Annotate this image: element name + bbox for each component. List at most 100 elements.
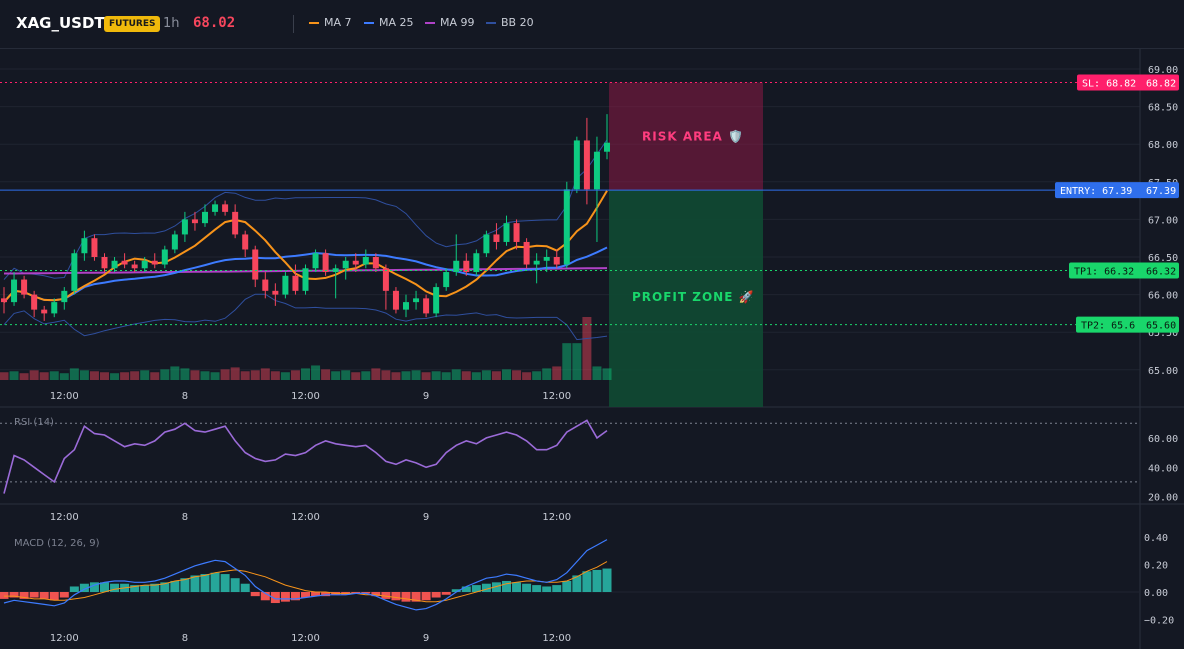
candle-body[interactable]	[533, 260, 540, 265]
macd-histogram-bar	[471, 585, 481, 592]
candle-body[interactable]	[503, 223, 510, 242]
candle-body[interactable]	[282, 275, 289, 295]
candle-body[interactable]	[483, 234, 490, 254]
symbol-label[interactable]: XAG_USDT	[16, 14, 105, 32]
profit-zone[interactable]	[609, 190, 763, 407]
candle-body[interactable]	[413, 298, 420, 303]
candle-body[interactable]	[111, 260, 118, 269]
candle-body[interactable]	[453, 260, 460, 273]
volume-bar	[280, 372, 290, 380]
tp2-tag[interactable]: TP2: 65.6 65.60	[1076, 316, 1179, 333]
candle-body[interactable]	[232, 211, 239, 235]
tp1-tag[interactable]: TP1: 66.32 66.32	[1069, 262, 1179, 279]
legend-bb20[interactable]: BB 20	[486, 16, 534, 29]
candle-body[interactable]	[151, 260, 158, 265]
candle-body[interactable]	[352, 260, 359, 265]
candle-body[interactable]	[423, 298, 430, 314]
candle-body[interactable]	[131, 264, 138, 269]
candle-body[interactable]	[141, 260, 148, 269]
candle-body[interactable]	[302, 268, 309, 291]
volume-bar	[602, 368, 612, 380]
candle-body[interactable]	[101, 257, 108, 269]
time-tick-label: 12:00	[50, 512, 79, 523]
candle-body[interactable]	[61, 290, 68, 303]
candle-body[interactable]	[523, 241, 530, 265]
candle-body[interactable]	[31, 294, 38, 310]
candle-body[interactable]	[171, 234, 178, 250]
volume-bar	[481, 370, 491, 380]
candle-body[interactable]	[382, 268, 389, 291]
candle-body[interactable]	[161, 249, 168, 265]
candle-body[interactable]	[51, 302, 58, 314]
candle-body[interactable]	[212, 204, 219, 212]
trading-chart[interactable]: RISK AREA 🛡️ PROFIT ZONE 🚀 RSI (14) MACD…	[0, 49, 1184, 649]
candle-body[interactable]	[392, 290, 399, 310]
bb-lower-line	[3, 293, 608, 341]
candle-body[interactable]	[181, 219, 188, 235]
candle-body[interactable]	[593, 151, 600, 190]
candle-body[interactable]	[91, 238, 98, 257]
candle-body[interactable]	[41, 309, 48, 314]
candle-body[interactable]	[121, 260, 128, 265]
volume-bar	[110, 373, 120, 380]
macd-histogram-bar	[582, 571, 592, 592]
candle-body[interactable]	[403, 302, 409, 310]
macd-histogram-bar	[89, 582, 99, 592]
candle-body[interactable]	[362, 257, 369, 265]
legend-ma25-swatch	[364, 21, 374, 24]
candle-body[interactable]	[262, 279, 269, 291]
risk-area-zone[interactable]	[609, 82, 763, 191]
rsi-panel[interactable]: RSI (14)	[0, 417, 1140, 494]
entry-tag[interactable]: ENTRY: 67.39 67.39	[1055, 182, 1179, 199]
legend-ma25[interactable]: MA 25	[364, 16, 414, 29]
legend-ma7[interactable]: MA 7	[309, 16, 352, 29]
volume-bar	[471, 372, 481, 380]
legend-ma99[interactable]: MA 99	[425, 16, 475, 29]
candle-body[interactable]	[342, 260, 349, 269]
candle-body[interactable]	[71, 253, 78, 291]
candle-body[interactable]	[322, 253, 329, 273]
macd-histogram-bar	[39, 592, 49, 599]
candle-body[interactable]	[191, 219, 198, 224]
macd-histogram-bar	[49, 592, 59, 601]
candle-body[interactable]	[513, 223, 520, 242]
entry-tag-background	[1055, 182, 1179, 199]
candle-body[interactable]	[312, 253, 319, 269]
candle-body[interactable]	[242, 234, 249, 250]
candle-body[interactable]	[81, 238, 88, 254]
macd-histogram-bar	[522, 583, 532, 592]
candle-body[interactable]	[573, 140, 580, 190]
candle-body[interactable]	[372, 257, 379, 269]
candle-body[interactable]	[222, 204, 229, 212]
volume-bar	[170, 366, 180, 380]
time-axis[interactable]: 12:00 8 12:00 9 12:00 12:00 8 12:00 9 12:00 12:00 8…	[50, 391, 571, 644]
candle-body[interactable]	[1, 298, 7, 303]
candle-body[interactable]	[433, 287, 440, 314]
time-tick-label: 8	[182, 391, 188, 402]
price-tick-label: 68.00	[1148, 140, 1178, 151]
candle-body[interactable]	[292, 275, 299, 291]
price-axis[interactable]: 69.0068.5068.0067.5067.0066.5066.0065.50…	[1144, 65, 1178, 627]
candle-body[interactable]	[252, 249, 259, 280]
volume-bar	[190, 370, 200, 380]
candle-body[interactable]	[583, 140, 590, 190]
volume-bar	[461, 371, 471, 380]
candle-body[interactable]	[443, 272, 450, 288]
candle-body[interactable]	[553, 257, 560, 265]
candle-body[interactable]	[272, 290, 279, 295]
candle-body[interactable]	[11, 279, 18, 303]
sl-tag[interactable]: SL: 68.82 68.82	[1077, 74, 1179, 91]
candle-body[interactable]	[202, 211, 208, 224]
candle-body[interactable]	[493, 234, 500, 242]
candle-body[interactable]	[543, 257, 550, 261]
macd-panel[interactable]: MACD (12, 26, 9)	[0, 538, 1140, 611]
candle-body[interactable]	[463, 260, 470, 273]
volume-bar	[552, 366, 562, 380]
macd-histogram-bar	[552, 585, 562, 592]
timeframe-label[interactable]: 1h	[163, 16, 180, 31]
candlesticks[interactable]	[1, 114, 610, 321]
candle-body[interactable]	[21, 279, 28, 295]
candle-body[interactable]	[563, 189, 570, 265]
candle-body[interactable]	[604, 142, 610, 152]
candle-body[interactable]	[473, 253, 480, 273]
